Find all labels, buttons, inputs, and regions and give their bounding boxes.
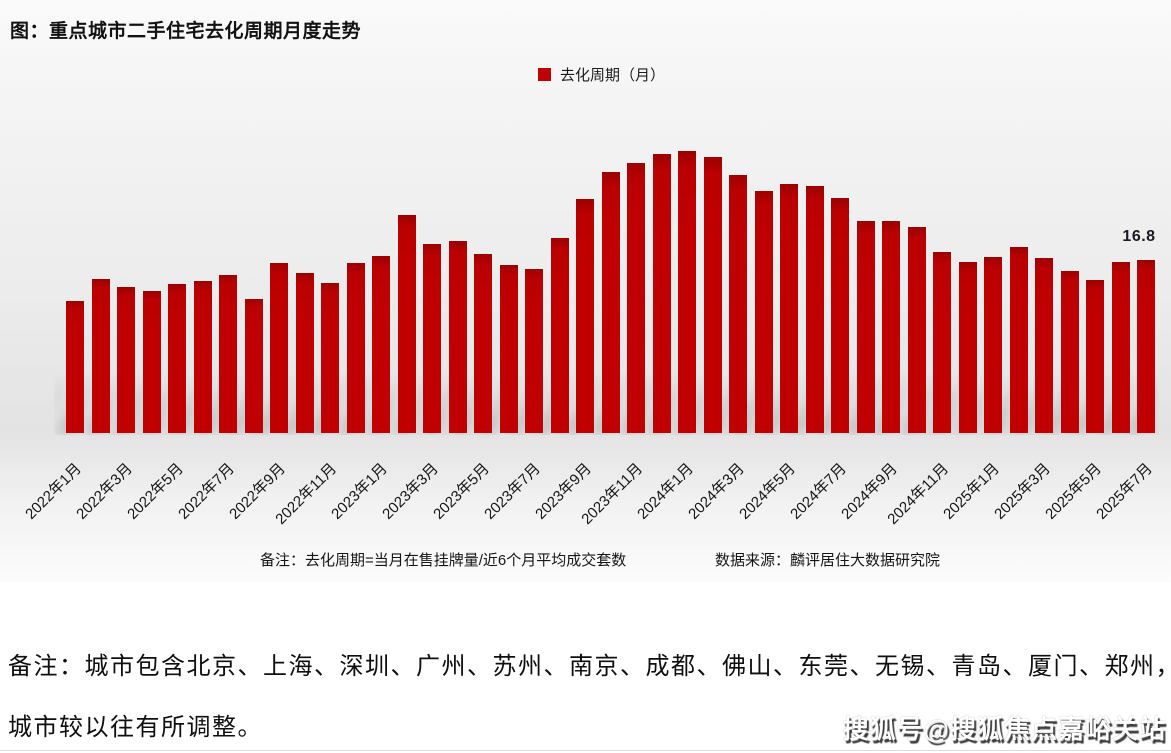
bar	[933, 251, 951, 433]
bar	[1111, 262, 1130, 433]
legend: 去化周期（月）	[16, 64, 1171, 85]
bar	[1035, 257, 1053, 433]
plot-area: 16.8	[54, 100, 1159, 435]
chart-title: 图：重点城市二手住宅去化周期月度走势	[10, 21, 362, 42]
bar	[1009, 246, 1028, 433]
bar	[805, 185, 824, 433]
bar	[678, 150, 696, 433]
bar	[270, 263, 288, 433]
bar	[525, 269, 543, 433]
bar	[448, 241, 467, 433]
bar	[142, 290, 161, 433]
bar	[91, 278, 110, 433]
bar	[754, 190, 773, 433]
bar	[958, 262, 977, 433]
bars	[66, 100, 1155, 433]
bottom-divider	[0, 750, 1171, 751]
bar	[346, 263, 365, 433]
bar	[219, 275, 237, 433]
bar	[652, 153, 671, 433]
bar	[550, 238, 569, 433]
note-line-1: 备注：城市包含北京、上海、深圳、广州、苏州、南京、成都、佛山、东莞、无锡、青岛、…	[8, 654, 1171, 680]
bar	[703, 157, 722, 433]
bar	[1086, 279, 1104, 433]
bar	[576, 199, 594, 433]
bar	[729, 174, 747, 433]
x-axis: 2022年1月 2022年3月 2022年5月 2022年7月 2022年9月 2022年…	[22, 460, 1157, 528]
bar	[66, 301, 84, 433]
watermark: 搜狐号@搜狐焦点嘉峪关站	[842, 714, 1166, 744]
bar	[1060, 271, 1079, 433]
last-value-label: 16.8	[1122, 228, 1156, 245]
bar	[831, 198, 849, 433]
bar	[321, 282, 339, 433]
bar	[499, 265, 518, 433]
bar	[372, 255, 390, 433]
bar	[168, 283, 186, 433]
bar	[984, 256, 1002, 433]
bar	[856, 220, 875, 433]
bar	[397, 214, 416, 433]
bar	[474, 253, 492, 433]
chart: 图：重点城市二手住宅去化周期月度走势 去化周期（月） 16.8 2022年1月 2…	[0, 0, 1171, 582]
bar	[627, 163, 645, 433]
bar	[1137, 260, 1155, 433]
bar	[423, 243, 441, 433]
chart-footnote-definition: 备注：去化周期=当月在售挂牌量/近6个月平均成交套数	[260, 552, 627, 569]
bar	[780, 183, 798, 433]
bar	[193, 280, 212, 433]
bar	[601, 172, 620, 433]
legend-label: 去化周期（月）	[559, 67, 665, 84]
bar	[295, 273, 314, 433]
bar	[907, 227, 926, 433]
bar	[882, 220, 900, 433]
bar	[244, 299, 263, 433]
bottom-note: 备注：城市包含北京、上海、深圳、广州、苏州、南京、成都、佛山、东莞、无锡、青岛、…	[0, 582, 1171, 753]
chart-footnote-source: 数据来源：麟评居住大数据研究院	[715, 552, 941, 569]
bar	[117, 286, 135, 433]
note-line-2: 城市较以往有所调整。	[8, 715, 263, 741]
legend-marker-icon	[537, 68, 551, 81]
